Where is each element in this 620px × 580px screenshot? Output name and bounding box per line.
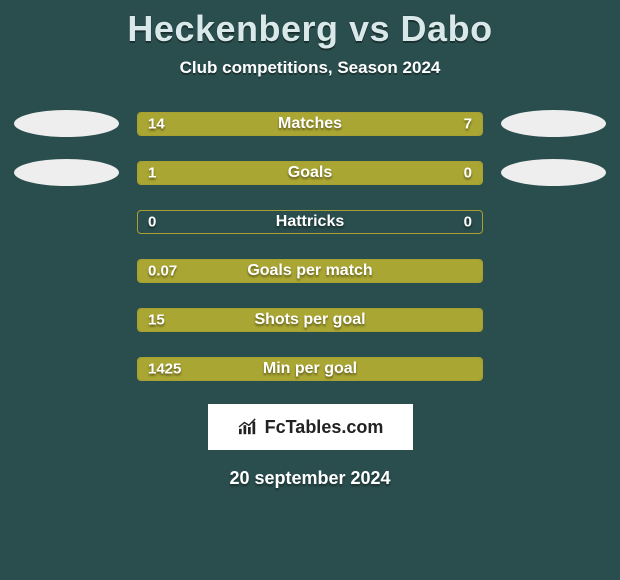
stat-label: Goals bbox=[288, 164, 332, 182]
stat-row: 0.07 Goals per match bbox=[0, 257, 620, 284]
stat-row: 0 Hattricks 0 bbox=[0, 208, 620, 235]
spacer bbox=[14, 306, 119, 333]
stat-left-value: 0.07 bbox=[148, 262, 177, 279]
date-label: 20 september 2024 bbox=[0, 468, 620, 489]
stat-bar: 1 Goals 0 bbox=[137, 161, 483, 185]
player-right-oval bbox=[501, 110, 606, 137]
player-left-oval bbox=[14, 110, 119, 137]
player-right-oval bbox=[501, 159, 606, 186]
stat-bar: 1425 Min per goal bbox=[137, 357, 483, 381]
stat-label: Hattricks bbox=[276, 213, 344, 231]
stat-left-value: 1 bbox=[148, 164, 156, 181]
stat-bar: 0.07 Goals per match bbox=[137, 259, 483, 283]
spacer bbox=[501, 208, 606, 235]
logo-text: FcTables.com bbox=[265, 417, 384, 438]
stat-bar: 0 Hattricks 0 bbox=[137, 210, 483, 234]
stat-right-value: 0 bbox=[464, 164, 472, 181]
player-left-oval bbox=[14, 159, 119, 186]
spacer bbox=[14, 208, 119, 235]
stat-label: Shots per goal bbox=[254, 311, 365, 329]
stat-right-value: 0 bbox=[464, 213, 472, 230]
spacer bbox=[501, 257, 606, 284]
stat-row: 14 Matches 7 bbox=[0, 110, 620, 137]
stat-left-value: 14 bbox=[148, 115, 165, 132]
stat-left-value: 1425 bbox=[148, 360, 181, 377]
stat-left-value: 0 bbox=[148, 213, 156, 230]
spacer bbox=[501, 306, 606, 333]
stat-row: 15 Shots per goal bbox=[0, 306, 620, 333]
chart-icon bbox=[237, 418, 259, 436]
stat-label: Matches bbox=[278, 115, 342, 133]
stat-label: Goals per match bbox=[247, 262, 372, 280]
page-title: Heckenberg vs Dabo bbox=[0, 8, 620, 50]
comparison-card: Heckenberg vs Dabo Club competitions, Se… bbox=[0, 0, 620, 489]
subtitle: Club competitions, Season 2024 bbox=[0, 58, 620, 78]
stats-list: 14 Matches 7 1 Goals 0 0 Hattricks 0 0.07 Goals pe… bbox=[0, 110, 620, 382]
stat-label: Min per goal bbox=[263, 360, 357, 378]
spacer bbox=[14, 257, 119, 284]
spacer bbox=[501, 355, 606, 382]
stat-right-value: 7 bbox=[464, 115, 472, 132]
stat-row: 1425 Min per goal bbox=[0, 355, 620, 382]
stat-bar: 14 Matches 7 bbox=[137, 112, 483, 136]
stat-row: 1 Goals 0 bbox=[0, 159, 620, 186]
fctables-logo[interactable]: FcTables.com bbox=[208, 404, 413, 450]
stat-left-value: 15 bbox=[148, 311, 165, 328]
bar-left-fill bbox=[138, 162, 399, 184]
spacer bbox=[14, 355, 119, 382]
stat-bar: 15 Shots per goal bbox=[137, 308, 483, 332]
